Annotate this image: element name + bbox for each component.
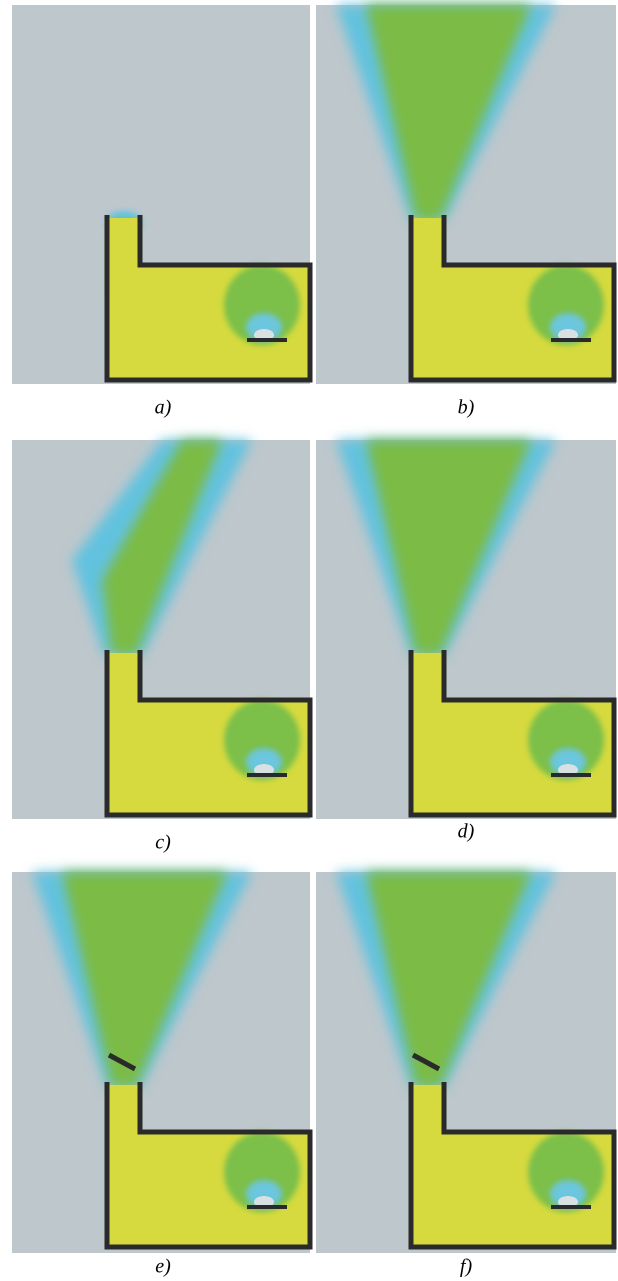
panel-b [316, 5, 616, 384]
panel-label: e) [155, 1256, 171, 1278]
panel-label: a) [155, 397, 172, 419]
panel-a [12, 5, 310, 384]
panel-e [12, 872, 310, 1253]
panel-label: c) [155, 832, 171, 854]
panel-c [12, 440, 310, 819]
panel-label: b) [458, 397, 475, 419]
panel-f [316, 872, 616, 1253]
panel-label: f) [460, 1256, 473, 1278]
panel-label: d) [458, 821, 475, 843]
figure: a) b) c) d) e) f) [0, 0, 618, 1281]
panel-d [316, 440, 616, 819]
